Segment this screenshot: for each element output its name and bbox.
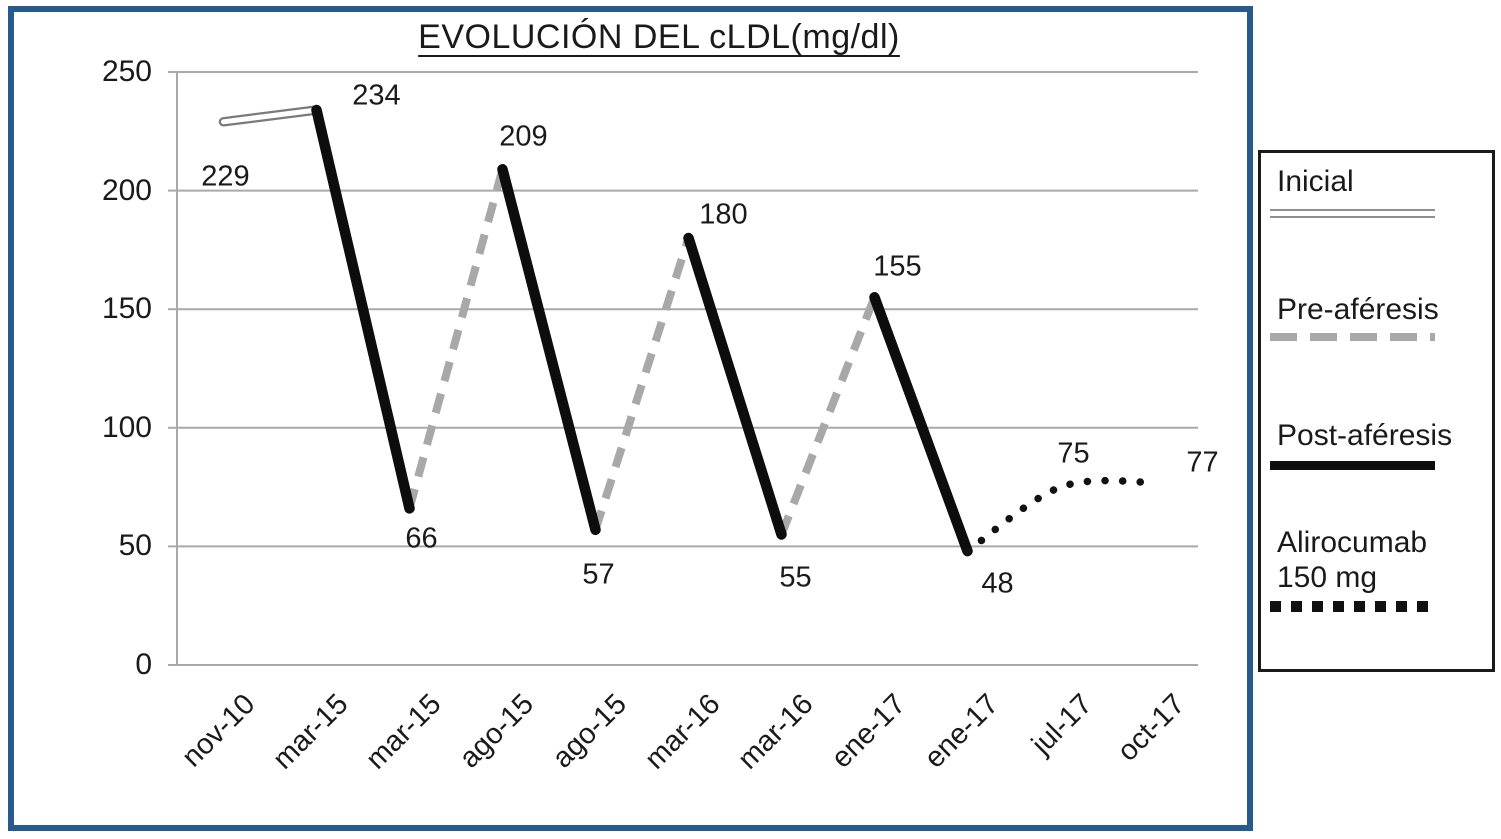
- legend-line-pre-aferesis-icon: [1270, 333, 1435, 341]
- y-tick-label-100: 100: [101, 410, 152, 444]
- legend-line-inicial-icon: [1270, 209, 1435, 218]
- legend-label-inicial: Inicial: [1277, 165, 1354, 198]
- y-tick-label-200: 200: [101, 173, 152, 207]
- data-label-mar-15-234: 234: [352, 79, 401, 112]
- data-label-ene-17-155: 155: [873, 250, 922, 283]
- chart-title: EVOLUCIÓN DEL cLDL(mg/dl): [418, 18, 900, 56]
- legend-label-alirocumab-2: 150 mg: [1277, 561, 1378, 594]
- series-post-aferesis-line: [869, 292, 973, 557]
- legend-line-post-aferesis-icon: [1270, 461, 1435, 470]
- legend-label-pre-aferesis: Pre-aféresis: [1277, 293, 1439, 326]
- data-label-ago-15-57: 57: [582, 558, 615, 591]
- series-pre-aferesis-line: [777, 295, 879, 536]
- series-post-aferesis-line: [311, 104, 415, 514]
- data-label-jul-17-75: 75: [1057, 437, 1090, 470]
- chart-frame: [8, 6, 1253, 831]
- series-post-aferesis-line: [683, 232, 787, 540]
- y-tick-label-0: 0: [135, 648, 152, 681]
- series-pre-aferesis-line: [405, 168, 507, 510]
- legend-line-alirocumab-icon: [1270, 601, 1435, 612]
- data-label-ene-17-48: 48: [981, 567, 1014, 600]
- legend-label-alirocumab-1: Alirocumab: [1277, 526, 1428, 559]
- legend-label-post-aferesis: Post-aféresis: [1277, 419, 1453, 452]
- data-label-mar-15-66: 66: [405, 522, 438, 555]
- y-tick-label-150: 150: [101, 292, 152, 326]
- data-label-mar-16-55: 55: [779, 561, 812, 594]
- data-label-oct-17-77: 77: [1186, 446, 1219, 479]
- y-tick-label-50: 50: [118, 529, 152, 563]
- data-label-mar-16-180: 180: [699, 198, 748, 231]
- data-label-nov-10-229: 229: [201, 160, 250, 193]
- series-inicial-line-core: [221, 107, 319, 125]
- data-label-ago-15-209: 209: [499, 120, 548, 153]
- y-tick-label-250: 250: [101, 55, 152, 88]
- series-pre-aferesis-line: [591, 236, 693, 532]
- legend: Inicial Pre-aféresis Post-aféresis Aliro…: [1258, 150, 1495, 672]
- series-post-aferesis-line: [497, 164, 601, 536]
- series-alirocumab-line: [963, 476, 1158, 555]
